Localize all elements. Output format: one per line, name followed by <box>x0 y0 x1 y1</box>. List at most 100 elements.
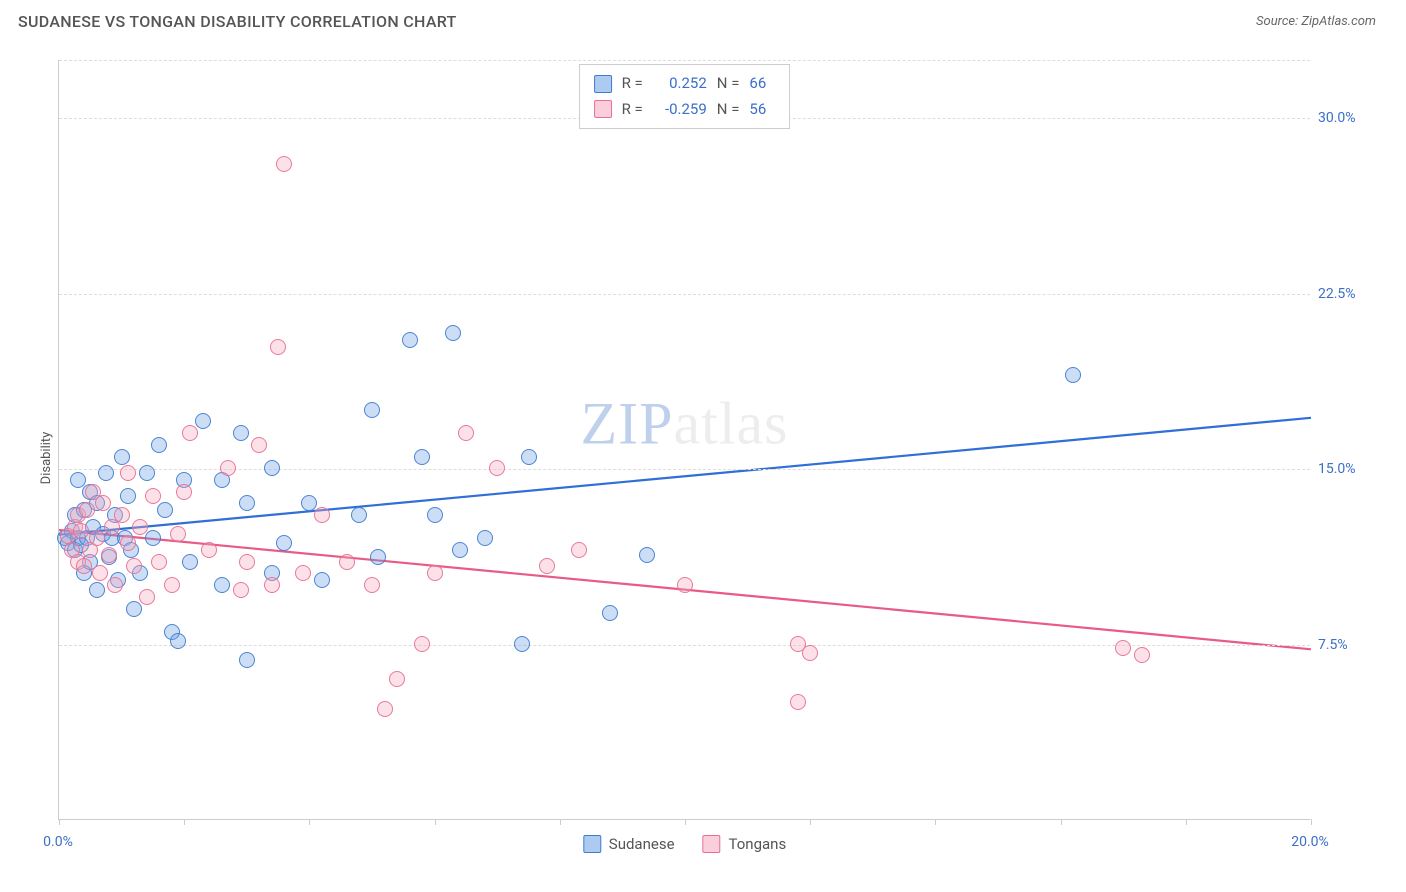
data-point <box>489 460 505 476</box>
data-point <box>677 577 693 593</box>
legend-swatch-0 <box>594 75 612 93</box>
x-tick-label: 20.0% <box>1291 834 1329 850</box>
data-point <box>151 554 167 570</box>
x-tick <box>935 819 936 825</box>
data-point <box>89 582 105 598</box>
data-point <box>195 413 211 429</box>
legend-series: Sudanese Tongans <box>583 835 786 853</box>
x-tick <box>309 819 310 825</box>
x-tick <box>1186 819 1187 825</box>
data-point <box>98 465 114 481</box>
data-point <box>120 488 136 504</box>
data-point <box>477 530 493 546</box>
data-point <box>314 507 330 523</box>
data-point <box>233 425 249 441</box>
chart-container: Disability ZIPatlas R = 0.252 N = 66 R =… <box>18 48 1388 868</box>
data-point <box>151 437 167 453</box>
data-point <box>364 402 380 418</box>
x-tick-label: 0.0% <box>43 834 73 850</box>
x-tick <box>560 819 561 825</box>
data-point <box>182 554 198 570</box>
gridline <box>59 294 1310 295</box>
legend-swatch-0-icon <box>583 835 601 853</box>
data-point <box>126 558 142 574</box>
svg-layer <box>59 60 1311 820</box>
data-point <box>239 554 255 570</box>
y-tick-label: 22.5% <box>1318 286 1378 302</box>
data-point <box>414 636 430 652</box>
legend-swatch-1 <box>594 100 612 118</box>
x-tick <box>184 819 185 825</box>
data-point <box>73 523 89 539</box>
data-point <box>458 425 474 441</box>
data-point <box>276 535 292 551</box>
data-point <box>120 535 136 551</box>
legend-r-value-1: -0.259 <box>653 97 707 123</box>
legend-stats-row-1: R = -0.259 N = 56 <box>594 97 776 123</box>
data-point <box>427 565 443 581</box>
legend-r-label: R = <box>622 97 643 123</box>
data-point <box>145 530 161 546</box>
data-point <box>114 507 130 523</box>
y-axis-label: Disability <box>39 432 54 485</box>
data-point <box>445 325 461 341</box>
data-point <box>264 577 280 593</box>
legend-swatch-1-icon <box>703 835 721 853</box>
x-tick <box>685 819 686 825</box>
legend-series-1-label: Tongans <box>729 835 787 853</box>
data-point <box>145 488 161 504</box>
data-point <box>182 425 198 441</box>
data-point <box>571 542 587 558</box>
y-tick-label: 30.0% <box>1318 110 1378 126</box>
data-point <box>114 449 130 465</box>
data-point <box>120 465 136 481</box>
data-point <box>377 701 393 717</box>
data-point <box>170 526 186 542</box>
data-point <box>639 547 655 563</box>
data-point <box>802 645 818 661</box>
data-point <box>339 554 355 570</box>
legend-r-label: R = <box>622 71 643 97</box>
data-point <box>264 460 280 476</box>
data-point <box>276 156 292 172</box>
data-point <box>364 577 380 593</box>
data-point <box>239 652 255 668</box>
source-label: Source: ZipAtlas.com <box>1256 14 1376 29</box>
data-point <box>214 577 230 593</box>
data-point <box>201 542 217 558</box>
x-tick <box>1061 819 1062 825</box>
x-tick <box>1311 819 1312 825</box>
data-point <box>176 484 192 500</box>
data-point <box>79 502 95 518</box>
data-point <box>1134 647 1150 663</box>
data-point <box>139 465 155 481</box>
data-point <box>126 601 142 617</box>
x-tick <box>810 819 811 825</box>
plot-area: ZIPatlas R = 0.252 N = 66 R = -0.259 N =… <box>58 60 1310 820</box>
data-point <box>164 577 180 593</box>
data-point <box>602 605 618 621</box>
data-point <box>107 577 123 593</box>
legend-n-value-0: 66 <box>749 71 775 97</box>
data-point <box>452 542 468 558</box>
y-tick-label: 7.5% <box>1318 637 1378 653</box>
legend-series-0-label: Sudanese <box>609 835 675 853</box>
data-point <box>233 582 249 598</box>
data-point <box>101 547 117 563</box>
legend-n-value-1: 56 <box>749 97 775 123</box>
data-point <box>514 636 530 652</box>
data-point <box>95 495 111 511</box>
data-point <box>220 460 236 476</box>
legend-n-label: N = <box>717 97 740 123</box>
gridline <box>59 60 1310 61</box>
data-point <box>402 332 418 348</box>
legend-series-0: Sudanese <box>583 835 675 853</box>
chart-title: SUDANESE VS TONGAN DISABILITY CORRELATIO… <box>18 12 457 31</box>
x-tick <box>435 819 436 825</box>
data-point <box>790 694 806 710</box>
data-point <box>132 519 148 535</box>
gridline <box>59 469 1310 470</box>
data-point <box>539 558 555 574</box>
data-point <box>251 437 267 453</box>
data-point <box>295 565 311 581</box>
